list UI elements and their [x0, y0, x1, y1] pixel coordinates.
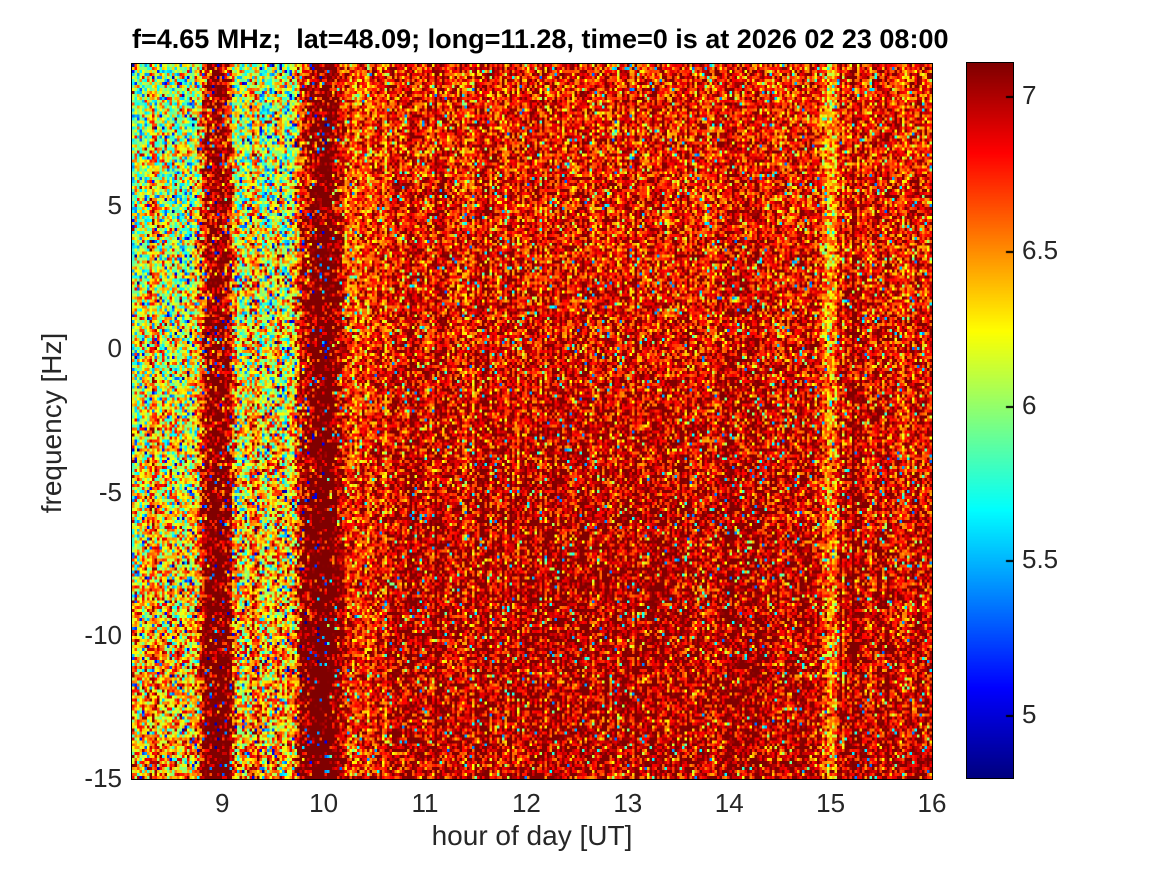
- colorbar-tick-label: 5.5: [1022, 544, 1059, 575]
- y-tick-label: 0: [107, 333, 122, 364]
- x-tick-label: 11: [411, 788, 439, 818]
- colorbar-tick-label: 6.5: [1022, 234, 1059, 265]
- x-tick-label: 9: [215, 788, 230, 818]
- x-tick-label: 16: [917, 788, 947, 818]
- colorbar-tick-label: 6: [1022, 389, 1037, 420]
- colorbar-tick-label: 7: [1022, 80, 1037, 111]
- heatmap-canvas: [131, 63, 933, 780]
- chart-title: f=4.65 MHz; lat=48.09; long=11.28, time=…: [132, 24, 949, 54]
- y-tick-label: -5: [98, 476, 122, 507]
- x-tick-label: 12: [511, 788, 541, 818]
- x-tick-label: 14: [714, 788, 744, 818]
- colorbar-tick-label: 5: [1022, 699, 1037, 730]
- y-tick-label: -10: [84, 619, 122, 650]
- y-tick-label: 5: [107, 190, 122, 221]
- x-tick-label: 10: [309, 788, 339, 818]
- y-axis-label: frequency [Hz]: [36, 332, 67, 514]
- y-tick-label: -15: [84, 763, 122, 793]
- colorbar-canvas: [966, 62, 1014, 779]
- x-tick-label: 15: [816, 788, 846, 818]
- x-tick-label: 13: [613, 788, 643, 818]
- x-axis-label: hour of day [UT]: [431, 820, 633, 851]
